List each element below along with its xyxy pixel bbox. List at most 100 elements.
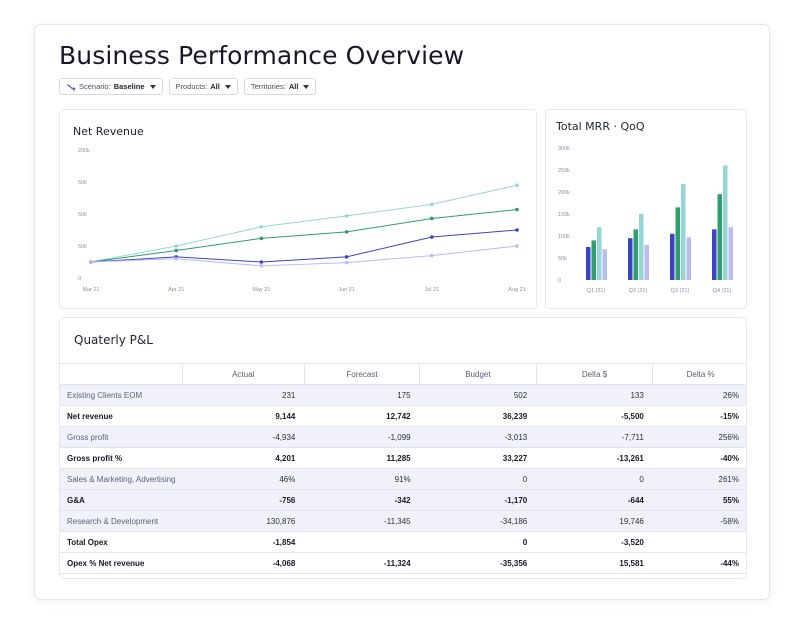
pl-col-header[interactable] [60, 363, 182, 385]
data-point[interactable] [344, 230, 349, 234]
pl-col-header[interactable]: Delta $ [535, 363, 653, 385]
bar[interactable] [712, 229, 717, 280]
x-tick-label: Q2 (21) [629, 288, 648, 294]
pl-col-header[interactable]: Actual [181, 363, 305, 385]
bar[interactable] [591, 240, 597, 280]
table-cell: 91% [304, 468, 420, 490]
bar[interactable] [681, 184, 686, 280]
bar[interactable] [597, 227, 602, 280]
data-point[interactable] [174, 248, 178, 253]
data-point[interactable] [259, 236, 264, 241]
table-cell: 55% [652, 489, 746, 511]
bar[interactable] [644, 244, 650, 280]
bar[interactable] [628, 238, 633, 280]
bar[interactable] [728, 227, 734, 280]
data-point[interactable] [515, 207, 519, 212]
x-tick-label: May 21 [252, 287, 270, 293]
table-cell: -4,068 [182, 552, 305, 574]
x-tick-label: Mar 21 [82, 287, 99, 293]
table-cell: -756 [182, 489, 305, 511]
territories-filter[interactable]: Territories: All [243, 78, 317, 95]
table-cell: 261% [652, 468, 746, 490]
table-cell: 26% [652, 384, 746, 406]
table-cell: -1,170 [419, 489, 537, 511]
bar[interactable] [586, 247, 591, 280]
y-tick-label: 200k [558, 190, 570, 196]
y-tick-label: 0 [558, 278, 561, 284]
table-row[interactable]: Opex % Net revenue -4,068 -11,324 -35,356 15… [60, 552, 746, 574]
data-point[interactable] [430, 253, 434, 258]
data-point[interactable] [259, 260, 264, 264]
table-cell: 502 [419, 384, 537, 406]
pl-col-header[interactable]: Delta % [652, 363, 746, 385]
data-point[interactable] [174, 244, 178, 248]
bar[interactable] [675, 207, 681, 280]
chevron-down-icon [149, 84, 156, 89]
table-cell: 46% [182, 468, 305, 490]
bar[interactable] [670, 233, 675, 280]
pl-col-header[interactable]: Budget [419, 363, 537, 385]
data-point[interactable] [174, 257, 178, 261]
row-label: Gross profit [60, 426, 182, 448]
row-label: G&A [60, 489, 182, 511]
table-cell: 0 [419, 531, 537, 553]
territories-filter-value: All [288, 82, 299, 91]
table-cell: 33,227 [419, 447, 537, 469]
table-row[interactable]: Gross profit % 4,201 11,285 33,227 -13,261 -4… [60, 447, 746, 469]
row-label: Gross profit % [60, 447, 182, 469]
bar[interactable] [723, 165, 728, 280]
chevron-down-icon [224, 84, 231, 89]
data-point[interactable] [515, 183, 519, 187]
data-point[interactable] [89, 260, 93, 264]
table-cell: -58% [652, 510, 746, 532]
pl-col-header[interactable]: Forecast [303, 363, 420, 385]
data-point[interactable] [259, 264, 264, 268]
table-cell: -35,356 [419, 552, 537, 574]
table-cell: 19,746 [536, 510, 653, 532]
data-point[interactable] [344, 214, 349, 218]
table-cell: 256% [652, 426, 746, 448]
table-row[interactable]: Gross profit -4,934 -1,099 -3,013 -7,711 256% [60, 426, 746, 448]
products-filter[interactable]: Products: All [168, 78, 238, 95]
x-tick-label: Jul 21 [424, 287, 439, 293]
mrr-chart: 0 50k 100k 150k 200k 250k 300k Q1 (21) Q2 (21) Q3… [558, 146, 734, 294]
scenario-filter[interactable]: Scenario: Baseline [59, 78, 163, 95]
data-point[interactable] [430, 235, 434, 239]
table-cell: -13,261 [536, 447, 653, 469]
table-row[interactable]: Net revenue 9,144 12,742 36,239 -5,500 -15% [60, 405, 746, 427]
y-tick-label: 150k [558, 212, 570, 218]
bar[interactable] [639, 214, 644, 280]
dashboard-frame: Business Performance Overview Scenario: … [34, 24, 770, 600]
table-row[interactable]: G&A -756 -342 -1,170 -644 55% [60, 489, 746, 511]
data-point[interactable] [259, 225, 264, 229]
table-row[interactable]: Existing Clients EOM 231 175 502 133 26% [60, 384, 746, 406]
bar[interactable] [633, 229, 639, 280]
bar[interactable] [602, 249, 608, 280]
series-line [90, 229, 518, 263]
data-point[interactable] [344, 260, 349, 265]
table-cell: 0 [536, 468, 653, 490]
table-row[interactable]: Total Opex -1,854 0 -3,520 [60, 531, 746, 553]
filter-bar: Scenario: Baseline Products: All Territo… [59, 78, 317, 95]
bar[interactable] [717, 194, 723, 280]
x-tick-label: Aug 21 [508, 287, 525, 293]
table-cell: -5,500 [536, 405, 653, 427]
data-point[interactable] [430, 202, 434, 207]
table-row[interactable]: Research & Development 130,876 -11,345 -34,… [60, 510, 746, 532]
table-cell: 12,742 [304, 405, 420, 427]
table-row[interactable]: Sales & Marketing, Advertising 46% 91% 0 0 26… [60, 468, 746, 490]
chevron-down-icon [303, 84, 310, 89]
data-point[interactable] [515, 228, 519, 232]
table-cell: -3,013 [419, 426, 537, 448]
table-cell: 133 [536, 384, 653, 406]
data-point[interactable] [430, 216, 434, 221]
data-point[interactable] [515, 244, 519, 248]
table-cell: 15,581 [536, 552, 653, 574]
table-cell: -11,324 [304, 552, 420, 574]
table-cell: -40% [652, 447, 746, 469]
data-point[interactable] [344, 255, 349, 259]
row-label: Research & Development [60, 510, 182, 532]
table-cell: -15% [652, 405, 746, 427]
bar[interactable] [686, 237, 692, 280]
y-tick-label: 100k [558, 234, 570, 240]
